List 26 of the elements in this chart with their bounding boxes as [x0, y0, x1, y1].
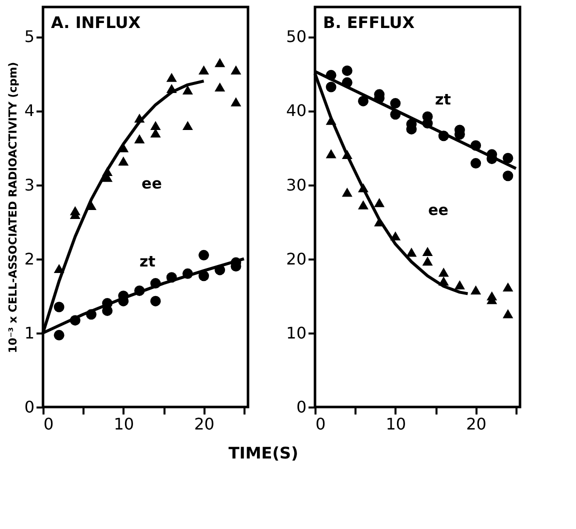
y-tick-label: 2 [24, 249, 34, 268]
x-tick-label: 10 [386, 414, 406, 434]
x-tick-label: 20 [194, 414, 214, 434]
y-axis-title: 10⁻³ x CELL-ASSOCIATED RADIOACTIVITY (cpm) [6, 62, 20, 354]
x-tick-label: 0 [316, 414, 326, 434]
x-tick-label: 10 [114, 414, 134, 434]
y-tick-label: 0 [24, 398, 34, 416]
x-axis-title: TIME(S) [228, 443, 298, 462]
y-tick-label: 10 [286, 323, 306, 342]
x-tick-label: 20 [466, 414, 486, 434]
chart-title: B. EFFLUX [323, 13, 416, 32]
y-tick-label: 0 [296, 398, 306, 416]
chart-title: A. INFLUX [51, 13, 142, 32]
y-tick-label: 5 [24, 27, 34, 46]
series-label: zt [435, 90, 451, 109]
series-label: zt [140, 252, 156, 270]
series-label: ee [142, 174, 162, 192]
y-tick-label: 3 [24, 175, 34, 194]
y-tick-label: 1 [24, 323, 34, 342]
y-tick-label: 20 [286, 249, 306, 268]
y-tick-label: 40 [286, 101, 306, 120]
y-tick-label: 4 [24, 101, 34, 120]
series-label: ee [428, 201, 448, 220]
y-tick-label: 50 [286, 27, 306, 46]
y-tick-label: 30 [286, 175, 306, 194]
x-tick-label: 0 [44, 414, 54, 434]
